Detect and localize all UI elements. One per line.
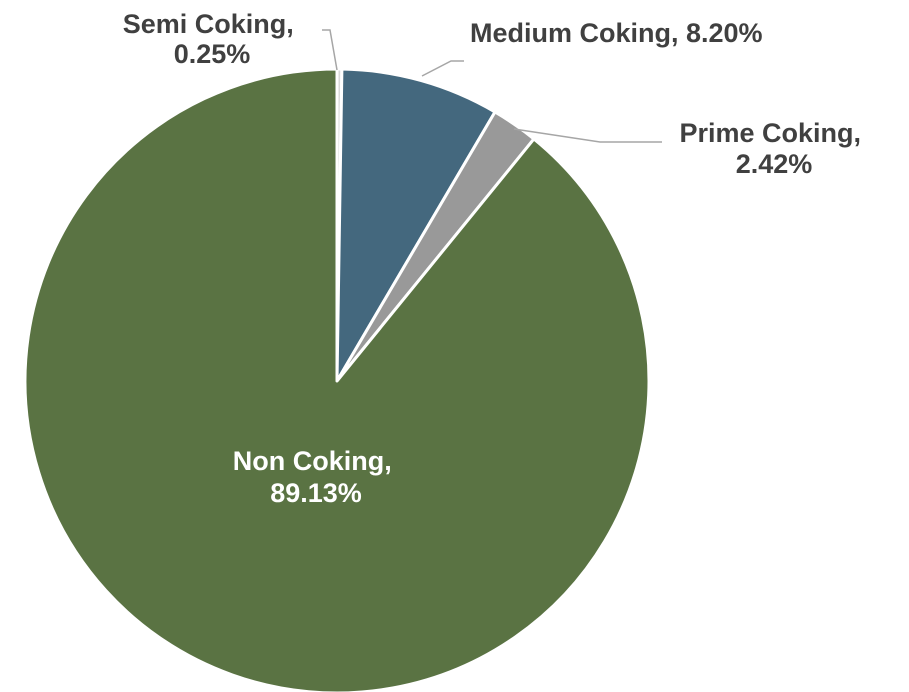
data-label-semi-coking: Semi Coking, 0.25% bbox=[123, 9, 302, 69]
data-label-prime-coking-line2: 2.42% bbox=[736, 149, 813, 179]
pie-slice-medium-coking bbox=[335, 67, 497, 383]
data-label-non-coking-line2: 89.13% bbox=[270, 478, 362, 508]
data-label-non-coking: Non Coking, 89.13% bbox=[233, 446, 400, 508]
leader-line-prime-coking bbox=[513, 128, 662, 143]
data-label-non-coking-line1: Non Coking, bbox=[233, 446, 392, 476]
pie-slices bbox=[23, 67, 651, 692]
data-labels: Semi Coking, 0.25% Medium Coking, 8.20% … bbox=[123, 9, 868, 508]
leader-line-semi-coking bbox=[322, 29, 338, 71]
data-label-prime-coking: Prime Coking, 2.42% bbox=[679, 118, 868, 179]
data-label-prime-coking-line1: Prime Coking, bbox=[679, 118, 861, 148]
data-label-medium-coking-line1: Medium Coking, 8.20% bbox=[470, 18, 763, 48]
leader-line-medium-coking bbox=[421, 60, 464, 77]
data-label-semi-coking-line2: 0.25% bbox=[174, 39, 251, 69]
data-label-medium-coking: Medium Coking, 8.20% bbox=[470, 18, 763, 48]
data-label-semi-coking-line1: Semi Coking, bbox=[123, 9, 294, 39]
pie-slice-non-coking bbox=[23, 67, 651, 692]
leader-lines bbox=[322, 29, 662, 143]
